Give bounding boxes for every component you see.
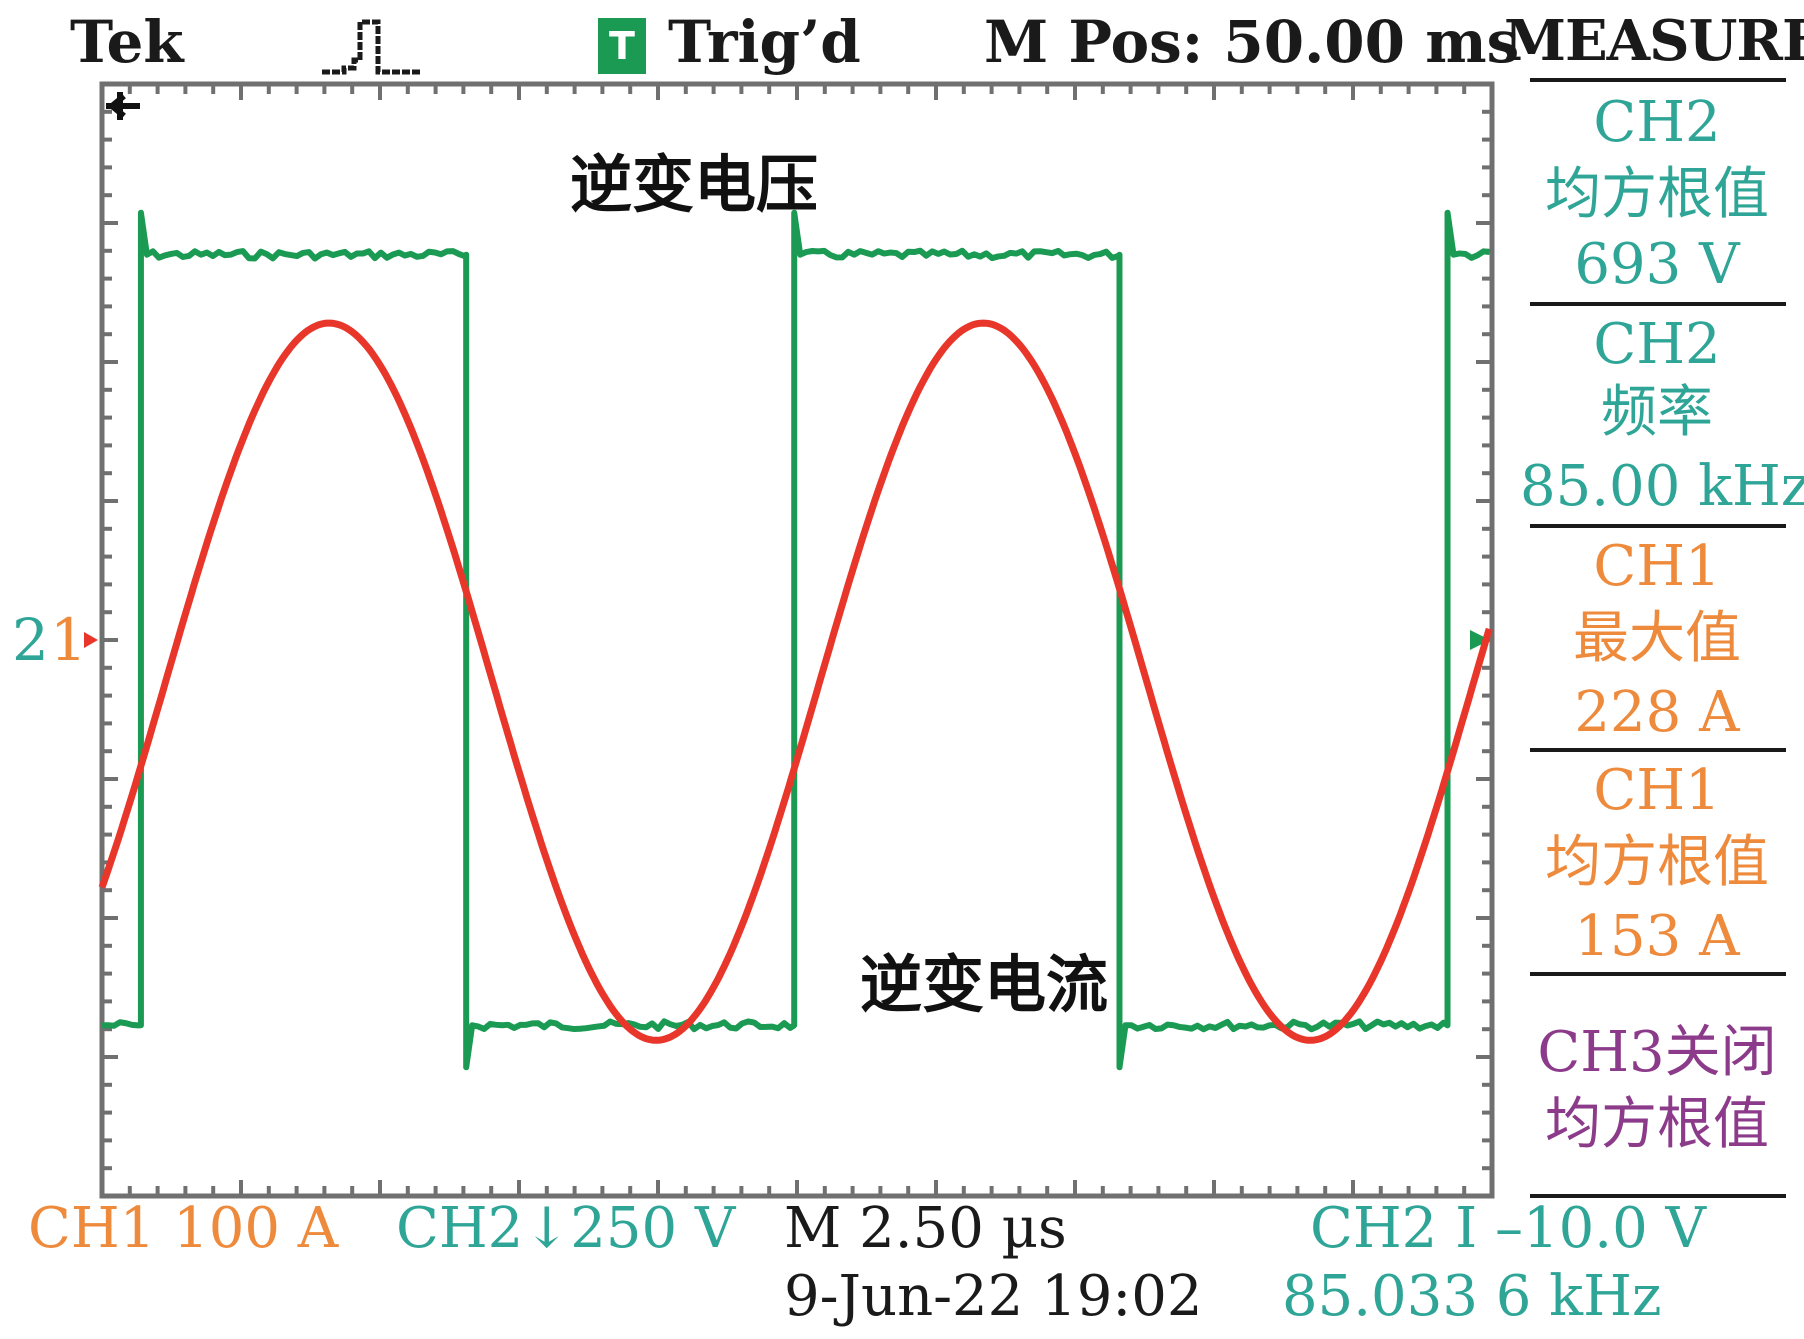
ground-arrow-icon — [84, 632, 98, 648]
horizontal-position: M Pos: 50.00 ms — [984, 8, 1520, 76]
measure-4-channel: CH1 — [1593, 758, 1721, 823]
trigger-frequency: 85.033 6 kHz — [1282, 1264, 1662, 1329]
ch2-voltage-trace — [101, 209, 1490, 1071]
measure-1-channel: CH2 — [1593, 90, 1721, 155]
measure-2-name: 频率 — [1601, 380, 1713, 445]
measure-divider — [1530, 1194, 1786, 1198]
trigger-pulse-icon — [322, 19, 420, 75]
measure-4-value: 153 A — [1574, 904, 1740, 969]
brand-label: Tek — [70, 8, 184, 76]
measure-3-name: 最大值 — [1573, 606, 1741, 671]
measure-3-channel: CH1 — [1593, 534, 1721, 599]
timebase: M 2.50 µs — [784, 1196, 1067, 1261]
trigger-position-icon — [106, 92, 140, 120]
current-trace-label: 逆变电流 — [860, 948, 1109, 1021]
ch1-ground-marker: 1 — [50, 606, 87, 674]
measure-divider — [1530, 748, 1786, 752]
ch1-current-trace — [98, 319, 1493, 1044]
trigger-status: Trig’d — [668, 8, 861, 76]
measure-2-value: 85.00 kHz — [1520, 454, 1804, 519]
trigger-setting: CH2 I –10.0 V — [1310, 1196, 1706, 1261]
measure-divider — [1530, 524, 1786, 528]
measure-divider — [1530, 972, 1786, 976]
trigger-level-icon — [1470, 630, 1490, 650]
measure-menu-title[interactable]: MEASURE — [1504, 8, 1804, 74]
ch1-scale: CH1 100 A — [28, 1196, 339, 1261]
measure-1-value: 693 V — [1574, 232, 1740, 297]
measure-4-name: 均方根值 — [1545, 830, 1769, 895]
measure-5-name: 均方根值 — [1545, 1092, 1769, 1157]
ch2-scale: CH2↓250 V — [396, 1196, 736, 1261]
trigger-badge: T — [598, 18, 646, 74]
measure-5-channel: CH3关闭 — [1537, 1020, 1777, 1085]
ch2-ground-marker: 2 — [12, 606, 49, 674]
voltage-trace-label: 逆变电压 — [570, 148, 819, 221]
measure-1-name: 均方根值 — [1545, 162, 1769, 227]
measure-3-value: 228 A — [1574, 680, 1740, 745]
date-time: 9-Jun-22 19:02 — [784, 1264, 1203, 1329]
measure-divider — [1530, 302, 1786, 306]
measure-2-channel: CH2 — [1593, 312, 1721, 377]
measure-divider — [1530, 78, 1786, 82]
